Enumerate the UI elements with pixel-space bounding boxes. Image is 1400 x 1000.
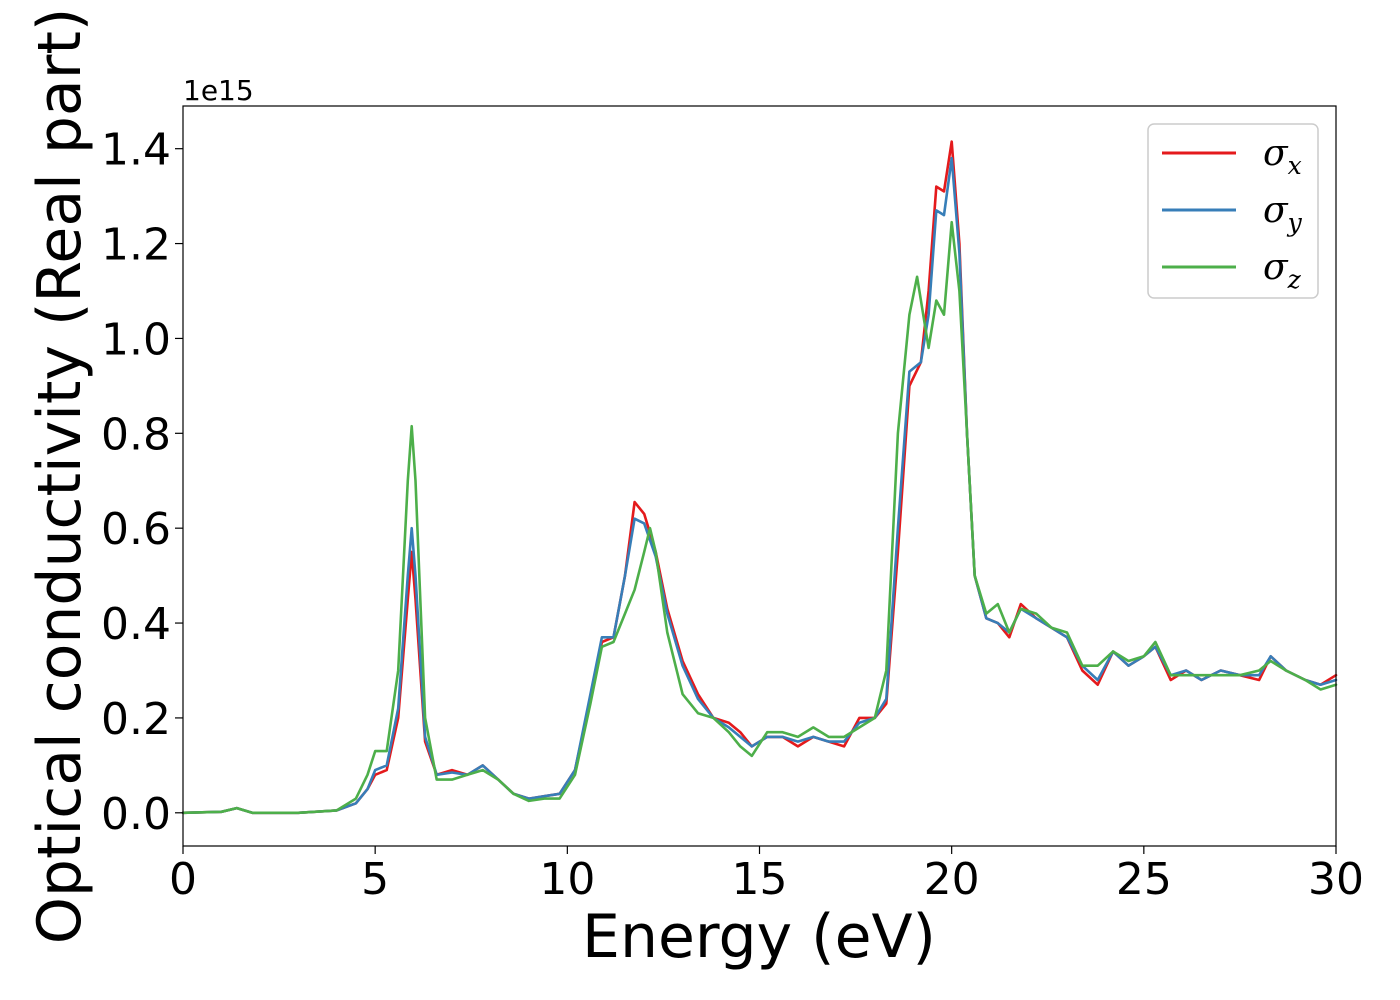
x-tick-label: 25 — [1116, 854, 1172, 905]
y-tick-label: 0.4 — [101, 599, 171, 650]
series-layer — [181, 140, 1338, 815]
x-tick-label: 5 — [361, 854, 389, 905]
y-tick-label: 0.2 — [101, 694, 171, 745]
legend-label-sigma-y: σy — [1263, 190, 1303, 237]
plot-area — [183, 106, 1336, 846]
y-tick-label: 1.4 — [101, 125, 171, 176]
legend-label-sigma-z: σz — [1263, 247, 1302, 294]
x-tick-label: 10 — [539, 854, 595, 905]
y-offset-label: 1e15 — [183, 74, 254, 107]
x-tick-label: 30 — [1308, 854, 1364, 905]
x-tick-label: 15 — [732, 854, 788, 905]
y-tick-label: 0.8 — [101, 409, 171, 460]
x-axis-title: Energy (eV) — [582, 902, 936, 972]
y-tick-label: 0.0 — [101, 789, 171, 840]
y-axis-title: Optical conductivity (Real part) — [25, 8, 95, 945]
legend: σx σy σz — [1147, 123, 1319, 299]
x-tick-label: 20 — [924, 854, 980, 905]
x-tick-label: 0 — [169, 854, 197, 905]
series-line-sigma-y — [181, 156, 1338, 815]
y-tick-label: 1.0 — [101, 314, 171, 365]
legend-label-sigma-x: σx — [1263, 133, 1302, 180]
y-axis: 0.0 0.2 0.4 0.6 0.8 1.0 1.2 1.4 — [101, 125, 183, 840]
series-line-sigma-z — [181, 220, 1338, 815]
y-tick-label: 0.6 — [101, 504, 171, 555]
x-axis: 0 5 10 15 20 25 30 — [169, 846, 1364, 905]
y-tick-label: 1.2 — [101, 220, 171, 271]
